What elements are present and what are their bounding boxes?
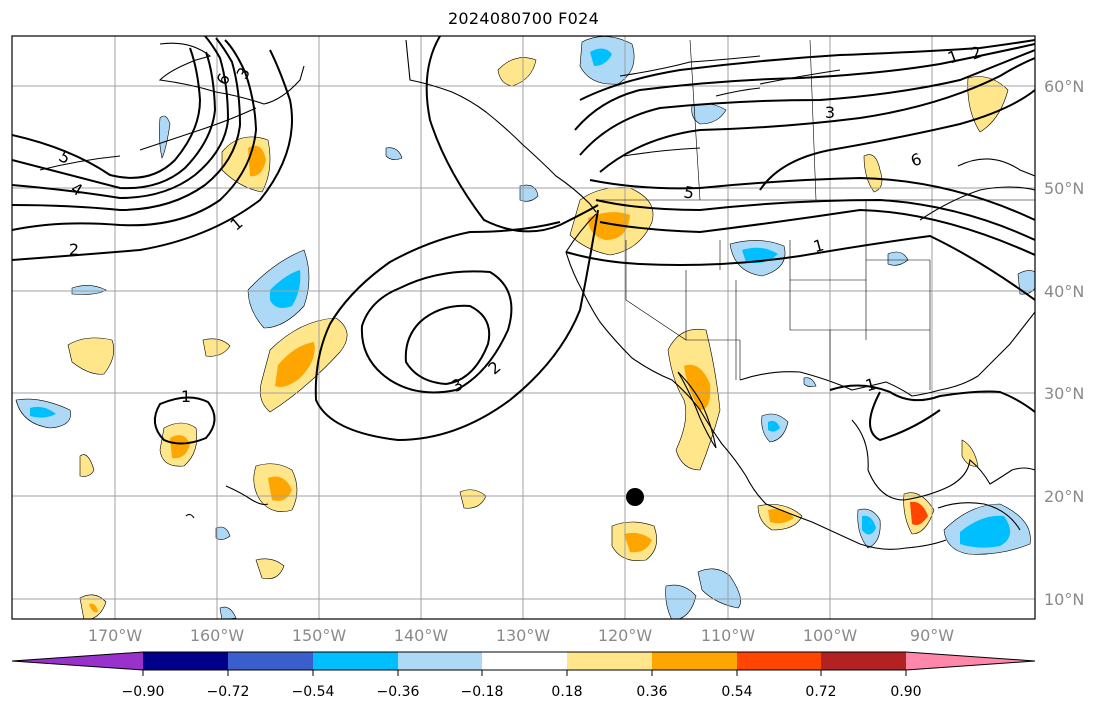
colorbar-tick-label: 0.54 bbox=[721, 684, 753, 700]
lon-label-130w: 130°W bbox=[495, 626, 551, 645]
contour-label: 5 bbox=[682, 182, 695, 202]
colorbar-segment bbox=[652, 652, 737, 670]
shade-positive bbox=[67, 337, 115, 375]
colorbar-tick-label: −0.90 bbox=[121, 684, 165, 700]
colorbar-segment bbox=[482, 652, 567, 670]
lat-label-10n: 10°N bbox=[1044, 590, 1085, 609]
contour-label: 2 bbox=[484, 357, 504, 378]
colorbar-ticks bbox=[142, 670, 907, 676]
colorbar-tick-label: 0.90 bbox=[890, 684, 922, 700]
shade-negative bbox=[215, 526, 231, 540]
colorbar-tick-label: 0.72 bbox=[805, 684, 837, 700]
colorbar-tick-label: 0.18 bbox=[551, 684, 583, 700]
contour-label: 3 bbox=[825, 103, 835, 122]
lat-label-60n: 60°N bbox=[1044, 77, 1085, 96]
contour-label: 1 bbox=[863, 374, 878, 395]
contour-label: 1 bbox=[226, 213, 246, 234]
contour-label: 6 bbox=[908, 149, 924, 170]
lon-label-170w: 170°W bbox=[87, 626, 143, 645]
contour-label: 2 bbox=[69, 240, 79, 259]
shade-positive bbox=[863, 154, 883, 193]
shade-negative bbox=[691, 103, 727, 125]
shade-positive bbox=[459, 489, 487, 509]
shade-positive bbox=[961, 439, 979, 467]
lat-label-40n: 40°N bbox=[1044, 282, 1085, 301]
contour-label: 4 bbox=[68, 178, 86, 200]
map-frame bbox=[11, 35, 1036, 620]
shade-negative-core bbox=[270, 270, 301, 308]
shade-positive-core bbox=[588, 212, 630, 240]
colorbar-tick-label: −0.54 bbox=[291, 684, 335, 700]
contour-label: 2 bbox=[968, 42, 984, 63]
lat-label-50n: 50°N bbox=[1044, 179, 1085, 198]
colorbar-segment bbox=[143, 652, 228, 670]
contour-label: 1 bbox=[181, 387, 191, 406]
shade-negative bbox=[803, 377, 817, 387]
lat-label-30n: 30°N bbox=[1044, 384, 1085, 403]
map-title: 2024080700 F024 bbox=[447, 9, 600, 28]
shade-positive bbox=[967, 76, 1009, 133]
colorbar-tick-label: −0.72 bbox=[206, 684, 250, 700]
coastlines bbox=[39, 39, 1035, 550]
shade-positive bbox=[79, 454, 95, 477]
shaded-anomalies bbox=[15, 36, 1035, 619]
shade-positive-core bbox=[268, 476, 292, 501]
lon-label-120w: 120°W bbox=[597, 626, 653, 645]
shade-negative bbox=[219, 606, 237, 619]
shade-negative bbox=[665, 584, 697, 619]
political-boundaries bbox=[600, 39, 1035, 390]
shade-positive-core bbox=[248, 145, 266, 177]
shade-positive-core bbox=[89, 603, 98, 613]
gridlines bbox=[12, 36, 1035, 619]
lon-label-160w: 160°W bbox=[189, 626, 245, 645]
shade-positive-core bbox=[684, 364, 711, 410]
lon-label-100w: 100°W bbox=[802, 626, 858, 645]
colorbar-segment bbox=[313, 652, 398, 670]
shade-positive-core bbox=[910, 501, 928, 525]
contour-labels: 6 3 5 4 1 2 3 2 1 1 2 3 6 5 1 1 bbox=[56, 42, 985, 406]
colorbar-tick-label: −0.18 bbox=[460, 684, 504, 700]
shade-positive-core bbox=[275, 342, 315, 387]
colorbar-segment bbox=[398, 652, 482, 670]
shade-negative-core bbox=[768, 420, 780, 432]
shade-negative-core bbox=[30, 406, 56, 418]
shade-negative-core bbox=[590, 48, 612, 66]
shade-positive-core bbox=[170, 435, 190, 459]
lon-label-110w: 110°W bbox=[700, 626, 756, 645]
shade-negative bbox=[887, 251, 909, 266]
shade-negative bbox=[385, 147, 403, 160]
lat-label-20n: 20°N bbox=[1044, 487, 1085, 506]
colorbar-segment bbox=[737, 652, 821, 670]
shade-positive bbox=[667, 328, 721, 471]
colorbar-high-extension bbox=[906, 652, 1035, 670]
location-marker bbox=[626, 488, 644, 506]
shade-negative-core bbox=[960, 515, 1011, 548]
colorbar-segment bbox=[228, 652, 313, 670]
shade-positive bbox=[497, 57, 537, 87]
shade-negative bbox=[71, 285, 107, 295]
lon-label-140w: 140°W bbox=[393, 626, 449, 645]
lon-label-150w: 150°W bbox=[291, 626, 347, 645]
shade-negative bbox=[159, 115, 171, 159]
colorbar-segment bbox=[821, 652, 906, 670]
shade-negative bbox=[519, 184, 539, 202]
colorbar bbox=[11, 651, 1036, 671]
shade-positive bbox=[255, 558, 285, 580]
lon-label-90w: 90°W bbox=[909, 626, 955, 645]
colorbar-tick-label: 0.36 bbox=[636, 684, 668, 700]
shade-positive-core bbox=[624, 532, 652, 553]
shade-negative bbox=[697, 568, 741, 609]
colorbar-tick-label: −0.36 bbox=[376, 684, 420, 700]
shade-negative-core bbox=[862, 515, 876, 535]
colorbar-low-extension bbox=[12, 652, 143, 670]
contour-label: 1 bbox=[811, 235, 826, 256]
colorbar-segment bbox=[567, 652, 652, 670]
height-contours bbox=[12, 36, 1035, 445]
